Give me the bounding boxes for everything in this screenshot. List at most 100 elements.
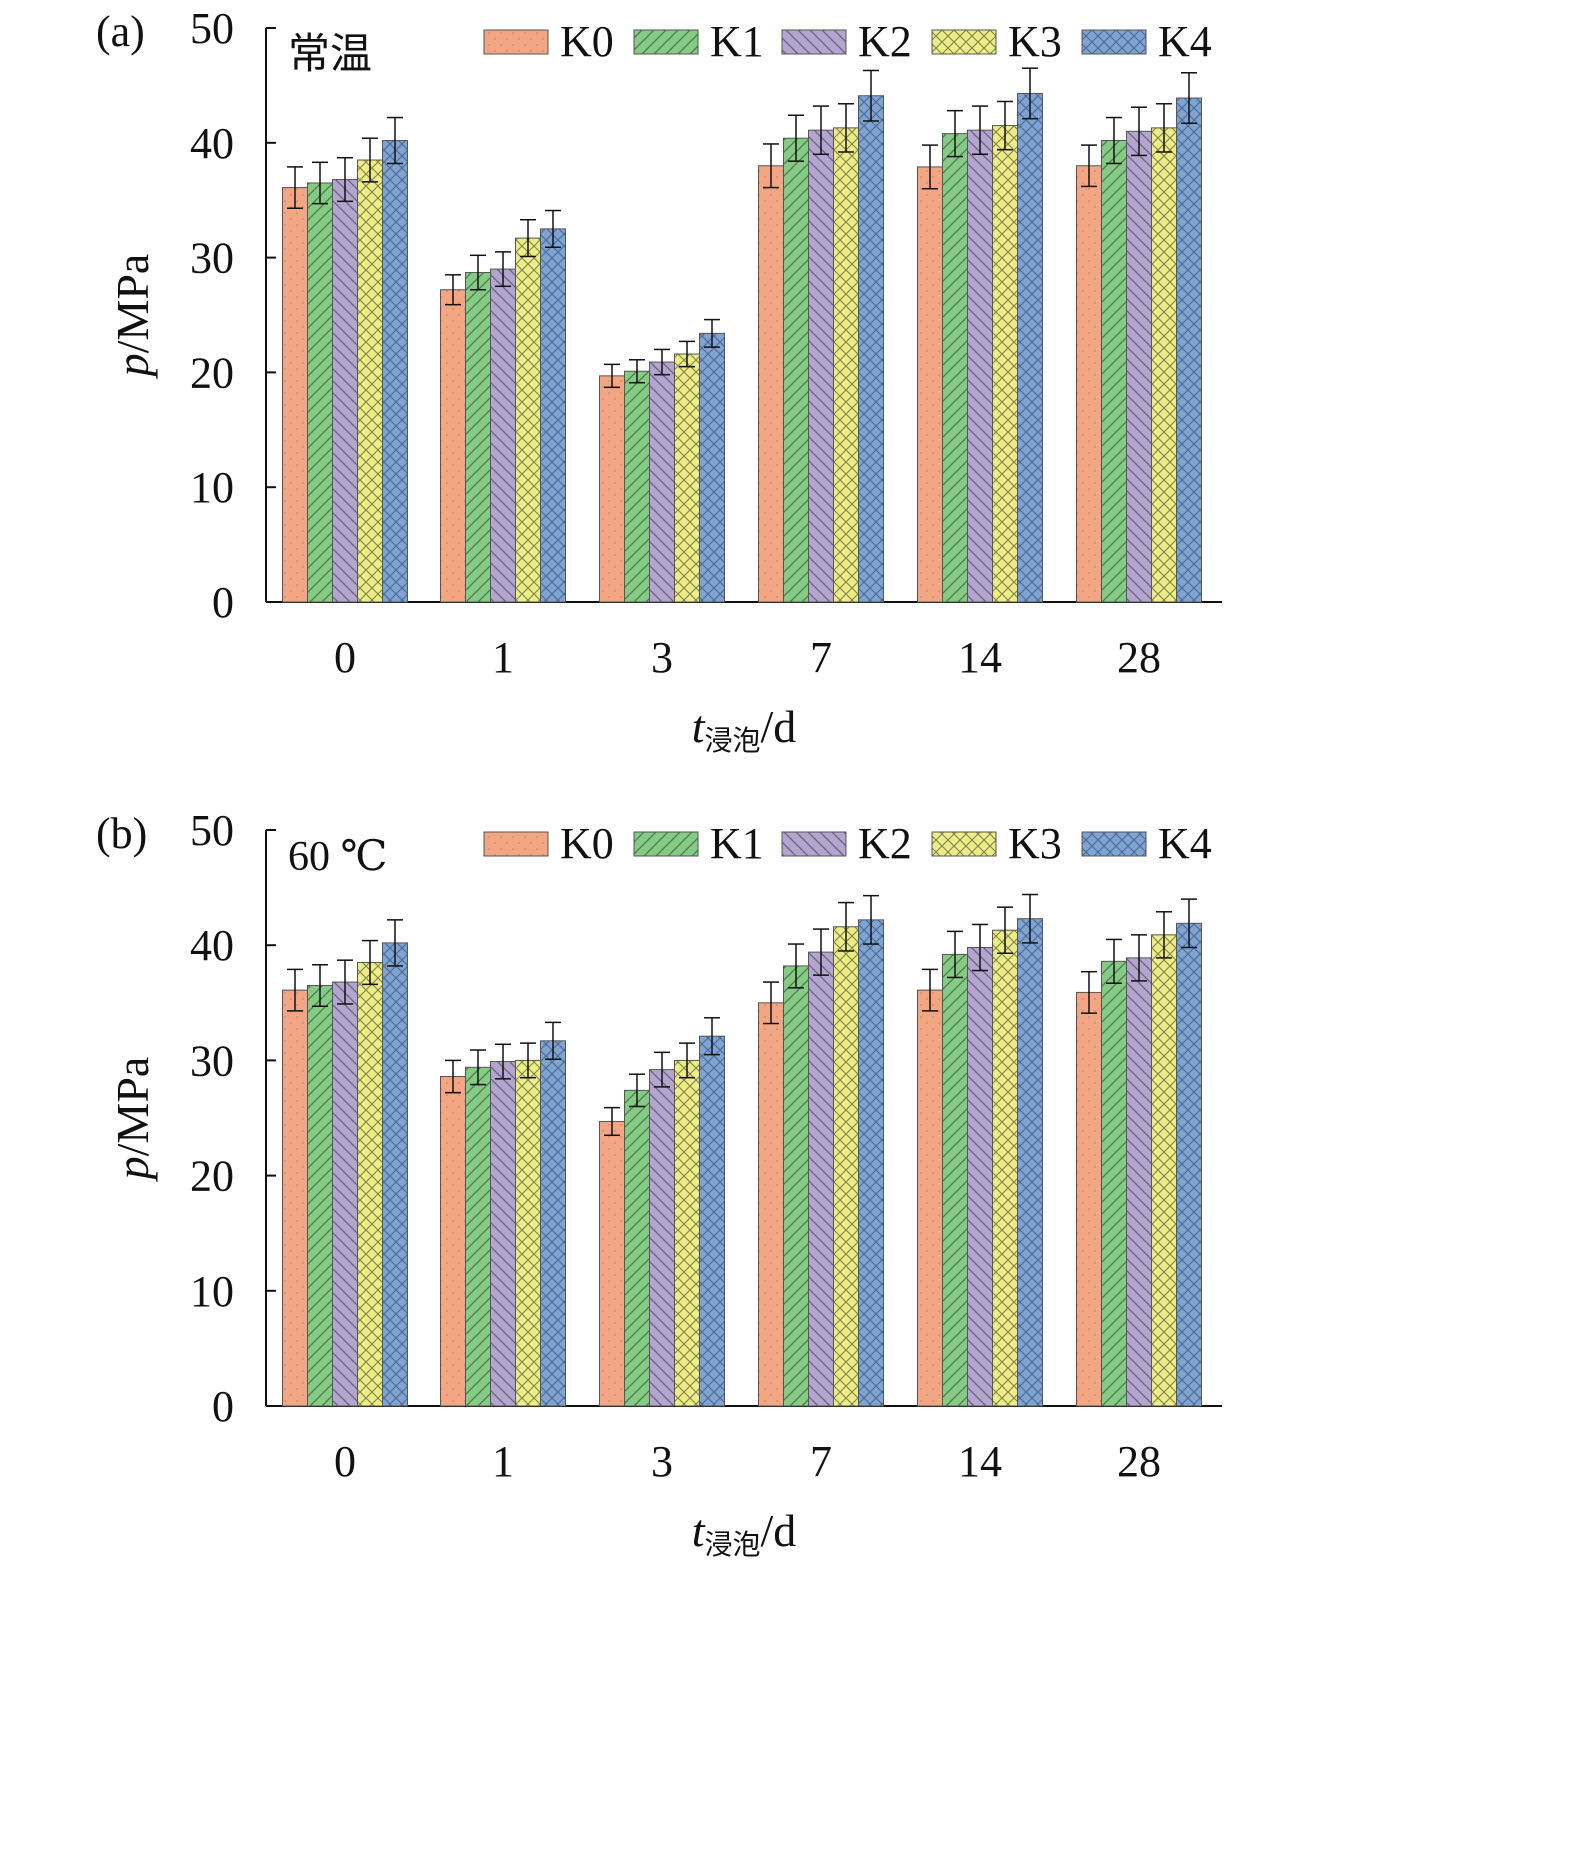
bar-k4-14 <box>1017 918 1043 1407</box>
bar-k0-14 <box>917 166 943 603</box>
legend: K0 K1 K2 K3 K4 <box>483 819 1212 868</box>
bar-k0-28 <box>1076 991 1102 1407</box>
x-tick-label: 14 <box>958 1437 1002 1486</box>
bar-k4-7 <box>858 919 884 1407</box>
legend: K0 K1 K2 K3 K4 <box>483 17 1212 66</box>
bar-k0-3 <box>599 375 625 603</box>
legend-label: K4 <box>1158 819 1212 868</box>
bar-k0-14 <box>917 989 943 1407</box>
bar-k0-1 <box>440 1076 466 1407</box>
error-bar-k2-28 <box>1131 934 1147 982</box>
bar-k1-14 <box>942 133 968 603</box>
y-tick-label: 20 <box>190 1152 234 1201</box>
error-bar-k4-3 <box>704 318 720 348</box>
error-bar-k3-28 <box>1156 911 1172 959</box>
bar-k1-7 <box>783 137 809 603</box>
legend-label: K2 <box>858 819 912 868</box>
y-axis-title: p/MPa <box>107 254 158 380</box>
x-axis-title: t浸泡/d <box>692 1505 797 1561</box>
y-tick-label: 10 <box>190 1267 234 1316</box>
bar-k2-1 <box>490 1061 516 1407</box>
error-bar-k2-0 <box>337 959 353 1005</box>
x-tick-label: 28 <box>1117 1437 1161 1486</box>
legend-label: K4 <box>1158 17 1212 66</box>
error-bar-k1-0 <box>312 964 328 1008</box>
y-tick-label: 20 <box>190 348 234 397</box>
error-bar-k0-14 <box>922 968 938 1012</box>
y-tick-label: 40 <box>190 119 234 168</box>
error-bar-k0-28 <box>1081 144 1097 188</box>
y-tick-label: 50 <box>190 4 234 53</box>
error-bar-k1-28 <box>1106 116 1122 165</box>
bar-k3-14 <box>992 125 1018 603</box>
error-bar-k1-1 <box>470 1049 486 1086</box>
error-bar-k2-0 <box>337 156 353 203</box>
error-bar-k4-3 <box>704 1017 720 1056</box>
bar-k4-3 <box>699 1035 725 1407</box>
error-bar-k1-14 <box>947 109 963 158</box>
error-bar-k4-28 <box>1181 898 1197 949</box>
legend-item-k2: K2 <box>781 819 912 868</box>
bar-k1-1 <box>465 1066 491 1407</box>
error-bar-k3-14 <box>997 100 1013 151</box>
x-tick-label: 0 <box>334 1437 356 1486</box>
error-bar-k3-1 <box>520 1042 536 1079</box>
bar-k4-28 <box>1176 97 1202 603</box>
error-bar-k4-14 <box>1022 67 1038 120</box>
bar-k4-14 <box>1017 92 1043 603</box>
bar-k0-0 <box>282 187 308 603</box>
x-tick-label: 1 <box>492 633 514 682</box>
bar-k0-3 <box>599 1120 625 1407</box>
error-bar-k2-14 <box>972 923 988 972</box>
bar-k1-28 <box>1101 960 1127 1407</box>
bar-k0-7 <box>758 1002 784 1407</box>
bar-k3-3 <box>674 353 700 603</box>
error-bar-k2-14 <box>972 105 988 156</box>
error-bar-k1-7 <box>788 114 804 162</box>
x-tick-label: 3 <box>651 1437 673 1486</box>
bar-k2-14 <box>967 129 993 603</box>
bar-k3-0 <box>357 159 383 603</box>
error-bar-k2-3 <box>654 348 670 376</box>
error-bar-k0-3 <box>604 363 620 389</box>
error-bar-k4-1 <box>545 1021 561 1060</box>
y-tick-label: 0 <box>212 578 234 627</box>
bar-k2-3 <box>649 1069 675 1407</box>
error-bar-k4-14 <box>1022 893 1038 944</box>
x-axis-title: t浸泡/d <box>692 701 797 757</box>
x-tick-label: 7 <box>810 1437 832 1486</box>
error-bar-k4-0 <box>387 116 403 165</box>
bar-k3-1 <box>515 237 541 603</box>
error-bar-k4-0 <box>387 919 403 967</box>
panel-b: 0 10 20 30 40 50 0 1 3 7 14 28 (b) 60 ℃ K0 K1 K2 K3 K4 p/MP… <box>96 806 1222 1561</box>
legend-swatch <box>483 29 549 55</box>
legend-label: K0 <box>560 819 614 868</box>
legend-swatch <box>1081 831 1147 857</box>
x-tick-label: 3 <box>651 633 673 682</box>
bar-k2-0 <box>332 179 358 603</box>
error-bar-k2-1 <box>495 251 511 288</box>
error-bar-k0-7 <box>763 981 779 1025</box>
panel-a: 0 10 20 30 40 50 0 1 3 7 14 28 (a) 常温 K0 K1 K2 K3 K4 p/MPa t… <box>96 4 1222 757</box>
error-bar-k1-1 <box>470 254 486 291</box>
y-tick-label: 50 <box>190 806 234 855</box>
bar-k0-28 <box>1076 165 1102 603</box>
bar-k3-7 <box>833 127 859 603</box>
legend-label: K2 <box>858 17 912 66</box>
error-bar-k2-1 <box>495 1043 511 1080</box>
error-bar-k0-0 <box>287 166 303 209</box>
bar-k4-7 <box>858 95 884 603</box>
bar-k3-28 <box>1151 934 1177 1407</box>
legend-label: K3 <box>1008 17 1062 66</box>
error-bar-k3-7 <box>838 901 854 952</box>
legend-swatch <box>781 29 847 55</box>
bar-k3-0 <box>357 961 383 1407</box>
error-bar-k4-28 <box>1181 72 1197 125</box>
error-bar-k1-14 <box>947 930 963 979</box>
legend-item-k3: K3 <box>931 17 1062 66</box>
error-bar-k4-7 <box>863 894 879 945</box>
error-bar-k3-0 <box>362 137 378 183</box>
x-tick-label: 28 <box>1117 633 1161 682</box>
bar-k2-28 <box>1126 130 1152 603</box>
error-bar-k1-3 <box>629 359 645 384</box>
